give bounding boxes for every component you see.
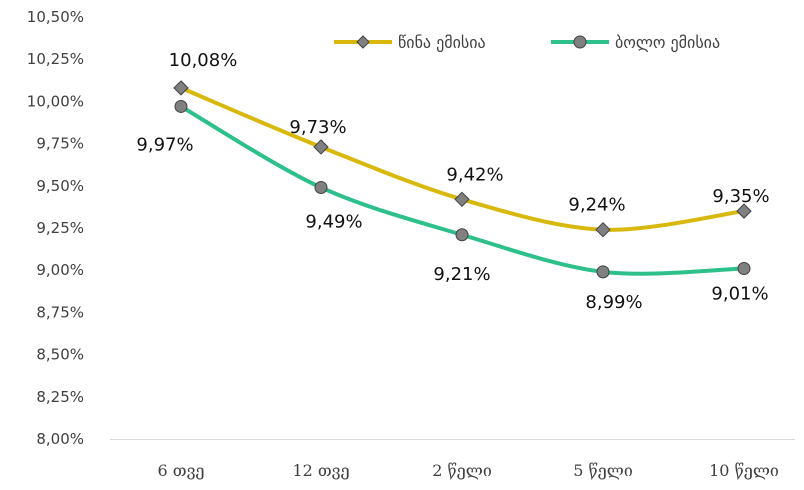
legend-label: ბოლო ემისია [615,33,720,52]
legend: წინა ემისია ბოლო ემისია [334,33,720,52]
x-tick-label: 12 თვე [292,461,349,480]
diamond-marker [736,203,752,219]
y-tick-label: 9,50% [36,177,84,195]
data-label: 9,73% [289,117,346,138]
legend-label: წინა ემისია [398,33,486,52]
y-tick-label: 8,75% [36,303,84,321]
diamond-marker [595,221,611,238]
series-line-2 [179,104,746,276]
data-label: 10,08% [169,50,238,71]
y-tick-label: 9,25% [36,219,84,237]
y-tick-label: 10,00% [27,92,84,110]
data-label: 9,21% [433,264,490,285]
data-label: 9,35% [712,186,769,207]
diamond-marker [173,80,189,96]
y-tick-label: 8,25% [36,388,84,406]
circle-marker [455,228,469,242]
x-tick-label: 6 თვე [158,461,205,480]
data-label: 9,42% [446,164,503,185]
data-label: 9,97% [136,134,193,155]
series-layer [173,80,752,279]
circle-marker [174,99,188,113]
diamond-marker [313,139,329,155]
circle-marker [314,180,328,194]
data-labels: 10,08% 9,73% 9,42% 9,24% 9,35% 9,97% 9,49% 9,21… [136,50,769,313]
y-tick-label: 9,00% [36,261,84,279]
legend-circle-marker [573,35,587,49]
data-label: 9,01% [711,284,768,305]
data-label: 9,49% [305,211,362,232]
y-tick-label: 10,50% [27,8,84,26]
y-tick-label: 8,50% [36,346,84,364]
y-tick-label: 8,00% [36,430,84,448]
x-tick-label: 10 წელი [709,461,779,480]
y-tick-label: 10,25% [27,50,84,68]
diamond-marker [454,191,470,208]
legend-diamond-marker [356,35,370,49]
data-label: 9,24% [568,195,625,216]
x-tick-label: 5 წელი [573,461,633,480]
x-tick-label: 2 წელი [432,461,492,480]
axes: 8,00% 8,25% 8,50% 8,75% 9,00% 9,25% 9,50% 9,75%… [27,8,795,480]
data-label: 8,99% [585,292,642,313]
circle-marker [737,262,751,276]
circle-marker [596,265,610,279]
y-tick-label: 9,75% [36,135,84,153]
